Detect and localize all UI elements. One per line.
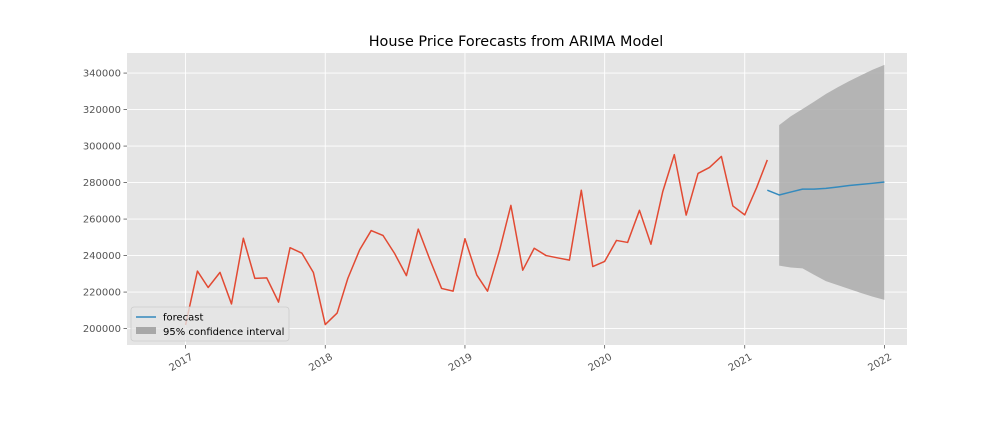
- legend-ci-swatch: [136, 327, 156, 334]
- chart-title: House Price Forecasts from ARIMA Model: [369, 34, 664, 50]
- plot-area: [127, 53, 907, 345]
- y-axis-ticks: 200000 220000 240000 260000 280000 300000 3200…: [83, 69, 127, 335]
- forecast-series-line: [767, 181, 885, 196]
- y-tick-label: 220000: [83, 288, 121, 299]
- confidence-interval-band: [779, 64, 885, 300]
- plot-series: [184, 64, 885, 326]
- legend-ci-label: 95% confidence interval: [163, 327, 284, 338]
- y-tick-label: 340000: [83, 69, 121, 80]
- y-tick-label: 200000: [83, 324, 121, 335]
- y-tick-label: 300000: [83, 142, 121, 153]
- y-tick-label: 280000: [83, 178, 121, 189]
- y-tick-label: 320000: [83, 105, 121, 116]
- grid-lines: [127, 53, 907, 345]
- legend: forecast 95% confidence interval: [130, 306, 290, 342]
- legend-box: [130, 306, 290, 342]
- y-tick-label: 240000: [83, 251, 121, 262]
- observed-series-line: [184, 153, 768, 326]
- y-tick-label: 260000: [83, 215, 121, 226]
- legend-forecast-label: forecast: [163, 313, 204, 324]
